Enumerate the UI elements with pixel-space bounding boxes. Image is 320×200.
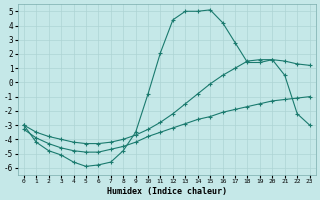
X-axis label: Humidex (Indice chaleur): Humidex (Indice chaleur) <box>107 187 227 196</box>
